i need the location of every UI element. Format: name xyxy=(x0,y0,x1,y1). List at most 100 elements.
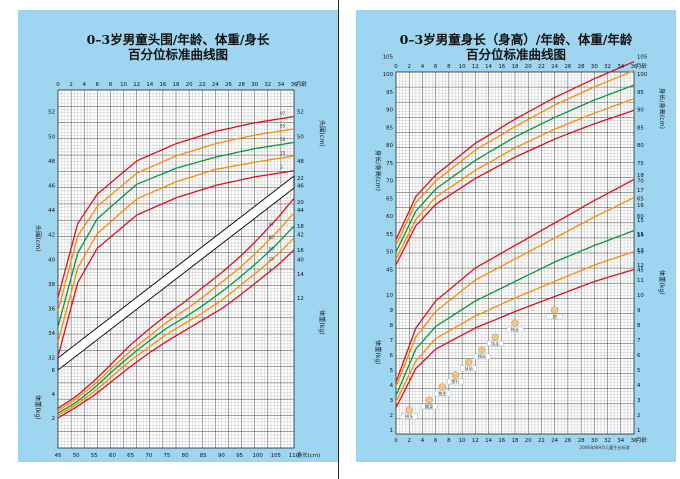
milestone-label: 扶站 xyxy=(465,365,473,372)
left-weight-tick: 4 xyxy=(52,392,56,398)
weight-tick-right: 11 xyxy=(637,278,644,284)
head-percentile-label: 15 xyxy=(280,150,286,155)
left-head-tick: 52 xyxy=(48,110,55,116)
right-bottom-tick: 12 xyxy=(472,438,479,444)
milestone-label: 抬头 xyxy=(405,413,413,420)
left-bottom-tick: 105 xyxy=(271,453,281,459)
right-bottom-axis-unit: 月龄 xyxy=(636,436,647,444)
weight-tick-right: 5 xyxy=(637,368,640,374)
left-top-tick: 14 xyxy=(146,82,153,88)
left-top-tick: 18 xyxy=(173,82,180,88)
weight-tick-left: 9 xyxy=(390,308,394,314)
right-top-tick: 10 xyxy=(459,64,466,70)
left-bottom-tick: 60 xyxy=(109,453,116,459)
left-bottom-tick: 90 xyxy=(218,453,225,459)
wfa-curve-p15 xyxy=(395,250,635,402)
weight-tick-right: 8 xyxy=(637,323,641,329)
weight-tick-left: 10 xyxy=(386,293,393,299)
right-top-tick: 14 xyxy=(485,64,492,70)
left-bottom-axis-unit: 身长(cm) xyxy=(297,451,320,459)
length-tick-left: 45 xyxy=(386,267,393,273)
left-top-tick: 32 xyxy=(264,82,271,88)
right-head-tick: 52 xyxy=(297,110,304,116)
right-weight-tick: 18 xyxy=(297,224,304,230)
right-head-axis-label: 头围(cm) xyxy=(318,120,326,147)
weight-tick-left: 8 xyxy=(390,323,394,329)
length-tick-right: 45 xyxy=(637,267,644,273)
head-curve-p85 xyxy=(57,128,295,312)
left-bottom-tick: 70 xyxy=(145,453,152,459)
right-weight-tick: 20 xyxy=(297,200,304,206)
lfa-curve-p15 xyxy=(395,97,635,260)
weight-tick-right: 13 xyxy=(637,248,644,254)
weight-tick-left: 2 xyxy=(390,413,393,419)
right-top-tick: 30 xyxy=(591,64,598,70)
wfl-curve-p50 xyxy=(57,225,295,414)
left-head-tick: 50 xyxy=(48,134,55,140)
milestone-label-box xyxy=(487,340,504,347)
left-top-tick: 28 xyxy=(238,82,245,88)
length-tick-right: 95 xyxy=(637,90,644,96)
length-tick-right: 60 xyxy=(637,214,644,220)
length-tick-right: 50 xyxy=(637,250,644,256)
right-top-tick: 12 xyxy=(472,64,479,70)
left-top-tick: 24 xyxy=(212,82,219,88)
milestone-label: 翻身 xyxy=(425,403,433,410)
right-bottom-tick: 0 xyxy=(394,438,398,444)
left-head-tick: 40 xyxy=(48,257,55,263)
right-top-tick: 26 xyxy=(564,64,571,70)
left-top-tick: 30 xyxy=(251,82,258,88)
right-top-tick: 34 xyxy=(617,64,624,70)
weight-tick-right: 3 xyxy=(637,398,640,404)
left-bottom-tick: 45 xyxy=(55,453,62,459)
milestone-label: 跑 xyxy=(553,313,558,319)
left-top-tick: 2 xyxy=(69,82,72,88)
weight-tick-right: 2 xyxy=(637,413,640,419)
right-top-tick: 18 xyxy=(512,64,519,70)
left-head-axis-label: 头围(cm) xyxy=(34,225,42,252)
left-head-tick: 38 xyxy=(48,282,55,288)
left-head-tick: 32 xyxy=(48,356,55,362)
weight-tick-right: 17 xyxy=(637,188,644,194)
left-weight-axis-label: 体重(kg) xyxy=(34,395,42,420)
head-percentile-label: 85 xyxy=(280,123,286,128)
left-head-tick: 42 xyxy=(48,233,55,239)
left-bottom-tick: 100 xyxy=(253,453,264,459)
weight-tick-right: 14 xyxy=(637,233,644,239)
left-chart-title: 0–3岁男童头围/年龄、体重/身长 xyxy=(86,32,270,47)
length-tick-right: 80 xyxy=(637,143,644,149)
milestone-label-box xyxy=(473,353,491,360)
length-tick-left: 65 xyxy=(386,196,393,202)
milestone-label-box xyxy=(434,390,451,397)
weight-tick-left: 6 xyxy=(390,353,394,359)
left-bottom-tick: 95 xyxy=(236,453,243,459)
lfa-curve-p50 xyxy=(395,84,635,253)
wfa-curve-p50 xyxy=(395,229,635,396)
right-bottom-tick: 18 xyxy=(512,438,519,444)
right-chart-subtitle: 百分位标准曲线图 xyxy=(465,47,566,62)
right-top-tick: 16 xyxy=(498,64,505,70)
milestone-label-box xyxy=(460,365,477,372)
left-head-tick: 44 xyxy=(48,208,55,214)
milestone-child-icon xyxy=(465,358,473,366)
right-head-tick: 42 xyxy=(297,233,304,239)
length-tick-left: 60 xyxy=(386,214,393,220)
length-axis-label-right: 身长/身高(cm) xyxy=(658,88,666,129)
length-tick-right: 65 xyxy=(637,196,644,202)
length-tick-left: 100 xyxy=(383,72,394,78)
right-bottom-tick: 34 xyxy=(617,438,624,444)
length-tick-left: 105 xyxy=(383,54,393,60)
right-chart-title: 0–3岁男童身长（身高）/年龄、体重/年龄 xyxy=(399,32,633,47)
weight-tick-left: 4 xyxy=(390,383,394,389)
weight-axis-label-right: 体重(kg) xyxy=(658,270,666,295)
page-divider xyxy=(338,0,339,479)
right-weight-axis-label: 体重(kg) xyxy=(318,310,326,335)
length-tick-right: 75 xyxy=(637,161,644,167)
weight-tick-right: 7 xyxy=(637,338,640,344)
wfa-curve-p3 xyxy=(395,268,635,408)
right-bottom-tick: 10 xyxy=(459,438,466,444)
milestone-child-icon xyxy=(405,406,413,414)
milestone-label-box xyxy=(401,413,418,420)
